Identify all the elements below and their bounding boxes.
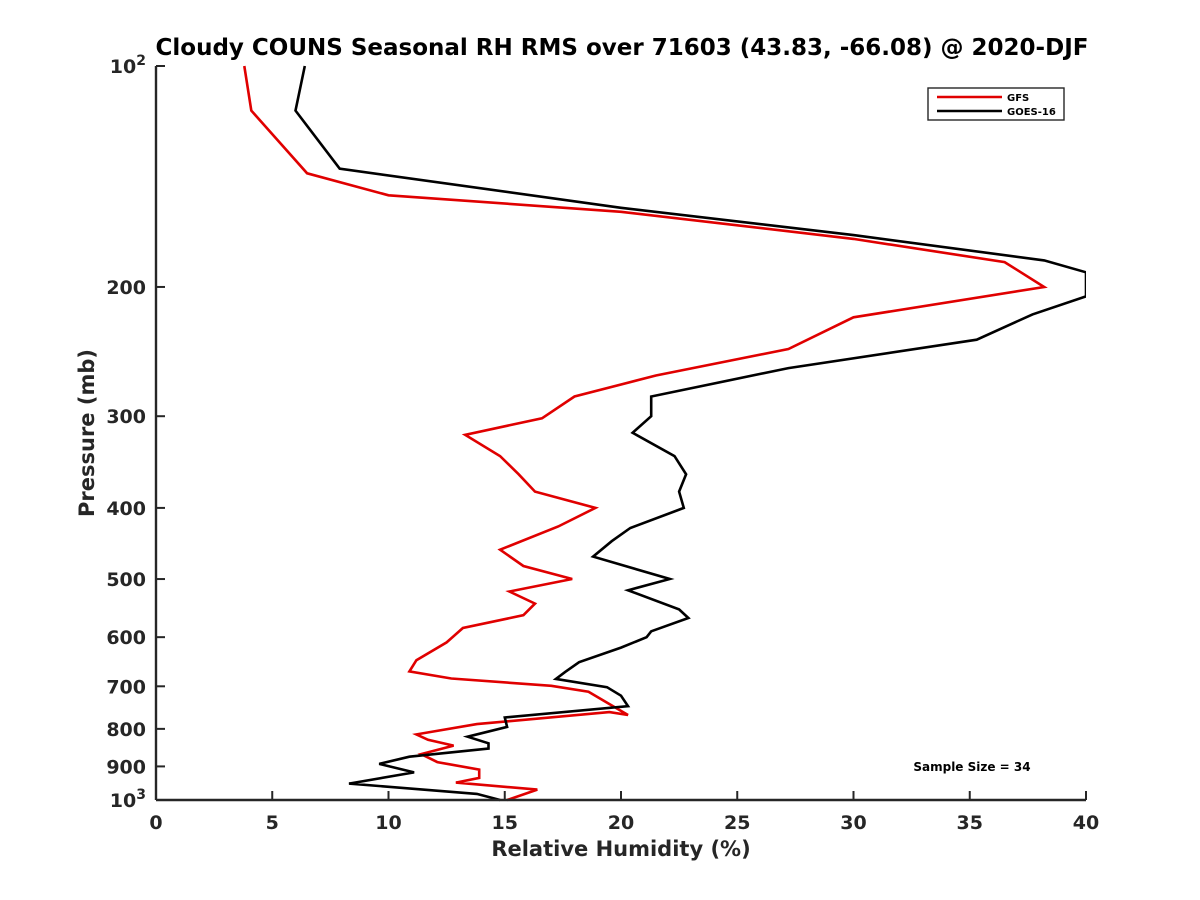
x-tick-label: 15 <box>492 812 518 834</box>
y-tick-label: 700 <box>106 676 146 698</box>
y-tick-label: 600 <box>106 627 146 649</box>
x-tick-label: 0 <box>149 812 162 834</box>
x-tick-label: 5 <box>266 812 279 834</box>
y-tick-label: 102 <box>110 53 146 78</box>
y-ticks: 102 200 300 400 500 600 700 800 900 103 <box>106 53 165 812</box>
sample-size-annotation: Sample Size = 34 <box>913 760 1030 774</box>
x-tick-label: 20 <box>608 812 634 834</box>
x-tick-label: 30 <box>840 812 866 834</box>
y-axis-label: Pressure (mb) <box>75 349 99 517</box>
legend: GFS GOES-16 <box>927 87 1065 121</box>
y-tick-label: 103 <box>110 787 146 812</box>
x-tick-label: 25 <box>724 812 750 834</box>
legend-goes16-label: GOES-16 <box>1007 107 1056 118</box>
y-tick-label: 900 <box>106 756 146 778</box>
series-layer <box>243 65 1086 802</box>
legend-box <box>927 87 1065 121</box>
y-tick-label: 300 <box>106 406 146 428</box>
x-tick-label: 35 <box>957 812 983 834</box>
series-line-gfs <box>243 65 1048 802</box>
y-tick-label: 500 <box>106 569 146 591</box>
x-ticks: 0 5 10 15 20 25 30 35 40 <box>149 791 1099 834</box>
x-tick-label: 10 <box>375 812 401 834</box>
y-tick-label: 200 <box>106 277 146 299</box>
y-tick-label: 800 <box>106 719 146 741</box>
series-line-goes-16 <box>294 65 1086 802</box>
plot-area: 0 5 10 15 20 25 30 35 40 102 200 300 400 500 600 700 80… <box>106 53 1099 834</box>
chart-title: Cloudy COUNS Seasonal RH RMS over 71603 … <box>156 35 1089 61</box>
legend-gfs-label: GFS <box>1007 93 1029 104</box>
x-tick-label: 40 <box>1073 812 1099 834</box>
y-tick-label: 400 <box>106 498 146 520</box>
x-axis-label: Relative Humidity (%) <box>491 837 750 861</box>
